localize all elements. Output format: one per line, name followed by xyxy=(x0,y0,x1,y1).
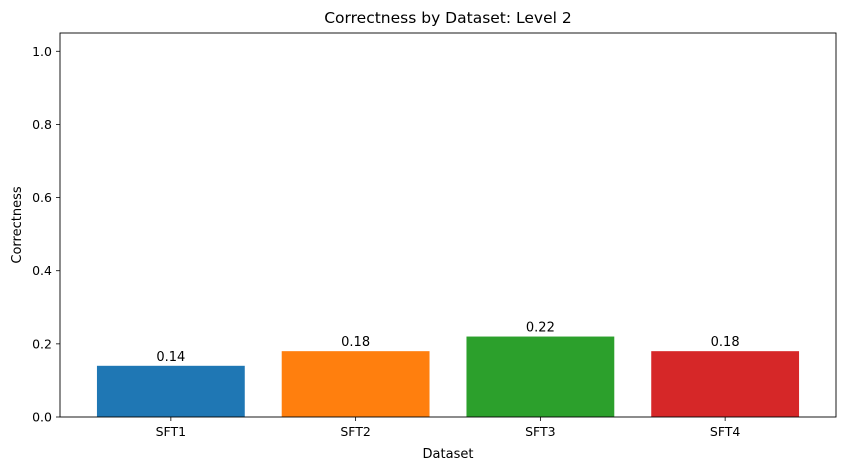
x-tick-label-sft3: SFT3 xyxy=(525,424,556,439)
bar-sft1 xyxy=(96,365,245,417)
x-axis-label: Dataset xyxy=(423,447,474,462)
y-tick-label: 0.8 xyxy=(32,117,52,132)
plot-area: 0.14 SFT1 0.18 SFT2 0.22 SFT3 0.18 SFT4 0.0 0.2 0.… xyxy=(32,32,837,439)
bar-sft2 xyxy=(281,351,430,417)
bar-sft3 xyxy=(466,336,615,417)
data-label-sft3: 0.22 xyxy=(526,321,555,336)
y-tick-label: 0.4 xyxy=(32,263,52,278)
data-label-sft1: 0.14 xyxy=(156,350,185,365)
x-tick-label-sft2: SFT2 xyxy=(340,424,371,439)
bar-sft4 xyxy=(651,351,800,417)
y-tick-label: 0.2 xyxy=(32,336,52,351)
y-axis-label: Correctness xyxy=(10,186,25,263)
y-tick-label: 0.6 xyxy=(32,190,52,205)
data-label-sft4: 0.18 xyxy=(711,335,740,350)
y-tick-label: 1.0 xyxy=(32,44,52,59)
x-tick-label-sft4: SFT4 xyxy=(710,424,741,439)
data-label-sft2: 0.18 xyxy=(341,335,370,350)
x-tick-label-sft1: SFT1 xyxy=(156,424,187,439)
chart-title: Correctness by Dataset: Level 2 xyxy=(324,9,572,27)
plot-frame xyxy=(59,32,837,418)
y-tick-label: 0.0 xyxy=(32,410,52,425)
